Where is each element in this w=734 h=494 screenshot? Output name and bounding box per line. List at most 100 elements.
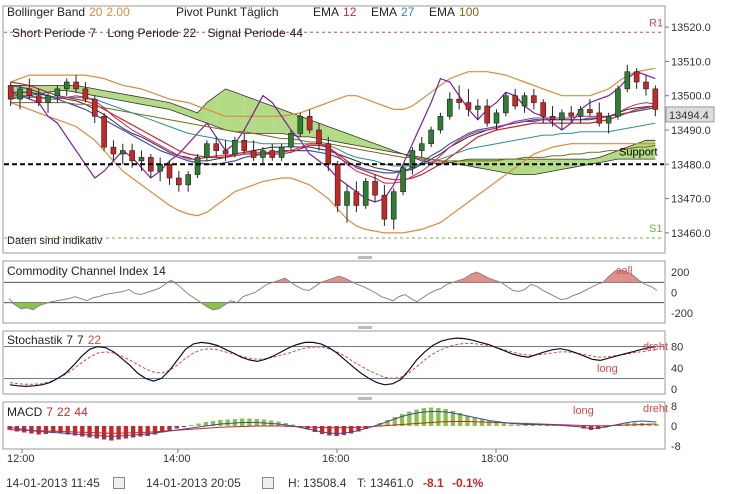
legend-macd-slow: 22 [57,405,71,419]
candle-body [35,95,42,103]
candle-body [138,157,145,162]
macd-histogram-bar [341,426,347,435]
candle-body [250,150,257,158]
macd-histogram-bar [399,414,405,426]
candle-body [512,95,518,107]
macd-histogram-bar [457,413,463,426]
candle-body [204,143,210,158]
cloud-segment [197,102,207,124]
cloud-segment [160,100,170,110]
macd-signal-line [9,421,657,434]
high-label: H: [288,476,300,490]
status-bar: 14-01-2013 11:45 14-01-2013 20:05 H: 135… [0,470,734,494]
calendar-to-icon[interactable] [262,477,274,489]
candle-body [605,115,612,124]
cci-oversold-fill [213,302,219,310]
legend-pivot: Pivot Punkt Täglich [176,5,279,19]
macd-histogram-bar [392,417,397,426]
stoch-panel [2,330,666,395]
ichimoku-long-line [10,84,656,174]
legend-ema12-label: EMA [313,5,340,19]
legend-ema27: EMA 27 [371,5,414,19]
candle-body [297,115,304,134]
candle-body [129,150,135,162]
cloud-segment [113,92,123,101]
candle-body [418,143,425,151]
macd-histogram-bar [450,411,456,426]
cloud-segment [150,99,161,108]
macd-histogram-bar [305,426,310,430]
level-label-s1: S1 [649,223,662,235]
candle-body [531,95,537,103]
candle-body [437,115,444,131]
cci-oversold-fill [21,302,27,309]
macd-histogram-bar [312,426,318,432]
cci-overbought-fill [621,270,627,283]
legend-long-label: Long Periode [107,26,179,40]
candle-body [63,81,70,90]
macd-histogram-bar [632,422,637,426]
candle-body [428,129,434,145]
candle-body [232,139,238,155]
legend-ichimoku: Short Periode 7 Long Periode 22 Signal Per… [12,26,303,40]
cloud-segment [104,90,114,100]
candle-body [344,191,350,206]
macd-layer: long dreht [7,403,668,441]
change-value: -8.1 [423,476,444,490]
ichimoku-short-line [10,81,656,181]
cloud-segment [225,88,235,132]
splitter-grip-3[interactable] [358,397,372,400]
disclaimer-note: Daten sind indikativ [7,235,103,247]
macd-histogram-bar [356,426,361,432]
legend-macd-signal: 44 [74,405,88,419]
legend-bollinger-label: Bollinger Band [7,5,86,19]
macd-line [9,411,657,438]
legend-ema12-value: 12 [343,5,357,19]
macd-annotation-long: long [573,405,594,417]
candle-body [652,88,659,110]
panel-splitters[interactable] [358,256,372,400]
range-to: 14-01-2013 20:05 [146,476,241,490]
splitter-grip-2[interactable] [358,326,372,329]
cloud-segment [244,95,254,134]
candle-body [91,98,98,117]
macd-tick-label: 0 [671,421,677,433]
cloud-segment [234,92,245,134]
candle-body [587,109,593,114]
cloud-edge-a [10,85,656,165]
high-value: 13508.4 [303,476,347,490]
legend-long-value: 22 [182,26,197,40]
candle-body [456,98,462,103]
macd-histogram-bar [421,408,427,426]
cloud-segment [487,159,497,172]
cci-overbought-fill [333,276,339,283]
cci-oversold-fill [33,302,39,310]
splitter-grip-1[interactable] [358,256,372,259]
candle-body [596,112,603,124]
candle-body [241,139,248,151]
macd-histogram-bar [152,426,158,435]
stoch-tick-label: 40 [671,363,683,375]
cci-overbought-fill [339,276,345,283]
cloud-segment [337,130,348,144]
cloud-segment [132,95,142,105]
macd-histogram-bar [508,424,514,426]
legend-macd-title: MACD [7,405,43,419]
macd-histogram-bar [189,425,194,426]
cci-overbought-fill [465,274,471,283]
cloud-edge-b [10,90,656,176]
stoch-layer: dreht long [4,337,668,388]
calendar-from-icon[interactable] [113,477,125,489]
legend-stoch-title: Stochastik [7,333,63,347]
ema100-line [10,102,656,162]
macd-histogram-bar [123,426,129,439]
candle-body [185,174,191,186]
legend-ema100: EMA 100 [429,5,479,19]
candle-body [577,109,584,117]
price-tick-label: 13520.0 [671,22,711,34]
candle-body [484,105,490,124]
macd-histogram-bar [225,419,230,426]
macd-histogram-bar [36,426,41,435]
cloud-segment [496,159,506,173]
